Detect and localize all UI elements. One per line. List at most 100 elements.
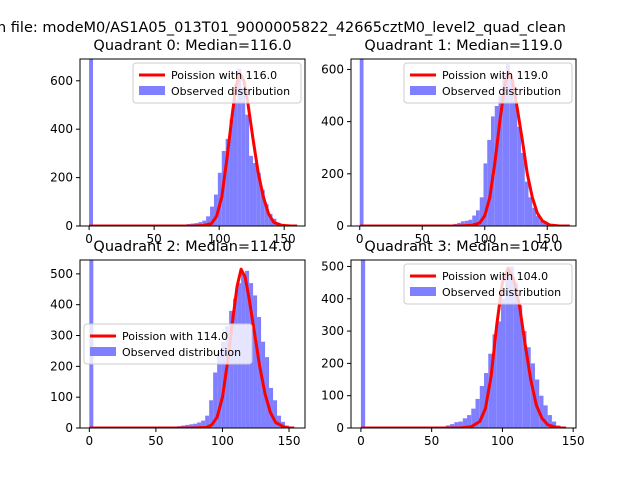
histogram-bar <box>225 326 230 428</box>
histogram-bar <box>483 163 488 226</box>
histogram-bar <box>269 387 274 428</box>
panel-title: Quadrant 1: Median=119.0 <box>364 38 562 54</box>
histogram-bar <box>551 421 557 428</box>
x-tick-label: 0 <box>356 232 364 246</box>
histogram-bar <box>264 204 269 226</box>
histogram-bar <box>359 59 364 226</box>
histogram-bar <box>475 398 480 428</box>
histogram-bar <box>513 100 518 226</box>
legend-label-poisson: Poission with 104.0 <box>442 270 548 283</box>
x-tick-label: 0 <box>357 434 365 448</box>
histogram-bar <box>253 295 258 428</box>
subplot-grid: Quadrant 0: Median=116.0 0 50 100 150 0 200 400… <box>50 38 585 448</box>
panel-title: Quadrant 3: Median=104.0 <box>364 239 562 255</box>
histogram-bar <box>536 215 540 226</box>
histogram-bar <box>202 220 207 226</box>
histogram-bar <box>241 88 246 226</box>
y-tick-label: 400 <box>50 122 73 136</box>
legend-frame <box>132 62 302 104</box>
histogram-bar <box>197 422 202 428</box>
poisson-line <box>89 267 295 428</box>
histogram-bar <box>461 221 465 226</box>
histogram-bar <box>252 163 257 226</box>
y-tick-label: 300 <box>50 329 73 343</box>
y-tick-label: 200 <box>321 167 344 181</box>
y-tick-label: 200 <box>321 356 344 370</box>
histogram-bar <box>517 126 521 226</box>
legend-frame <box>403 62 573 104</box>
histogram-bar <box>256 172 261 226</box>
legend-label-poisson: Poission with 114.0 <box>122 330 228 343</box>
x-tick-label: 100 <box>491 434 514 448</box>
legend: Poission with 114.0 Observed distribution <box>83 323 253 365</box>
histogram-bar <box>360 260 366 428</box>
histogram-bar <box>213 372 218 428</box>
subplot-quadrant-0: Quadrant 0: Median=116.0 0 50 100 150 0 200 400… <box>50 38 306 246</box>
legend-label-poisson: Poission with 116.0 <box>171 69 277 82</box>
histogram-bar <box>528 197 533 226</box>
y-tick-label: 0 <box>65 421 73 435</box>
legend-bar-swatch <box>410 86 436 95</box>
legend-bar-swatch <box>90 347 116 356</box>
histogram-bar <box>517 305 523 428</box>
histogram-bar <box>532 207 536 226</box>
histogram-bar <box>277 415 282 428</box>
histogram-bar <box>521 152 525 226</box>
histogram-bar <box>458 421 463 428</box>
histogram-bar <box>189 424 194 428</box>
y-tick-label: 600 <box>50 74 73 88</box>
y-tick-label: 100 <box>50 390 73 404</box>
histogram-bar <box>193 423 198 428</box>
x-tick-label: 50 <box>146 232 161 246</box>
histogram-bar <box>539 220 544 226</box>
histogram-bar <box>265 357 270 428</box>
histogram-bar <box>468 219 473 226</box>
x-tick-label: 100 <box>208 232 231 246</box>
histogram-bar <box>209 400 214 428</box>
subplot-quadrant-1: Quadrant 1: Median=119.0 0 50 100 150 0 200 400… <box>321 38 577 246</box>
legend-frame <box>403 263 573 305</box>
legend-label-observed: Observed distribution <box>122 346 241 359</box>
histogram-bar <box>89 59 94 226</box>
axes-frame <box>79 58 306 227</box>
histogram-bar <box>524 181 529 226</box>
x-tick-label: 0 <box>85 434 93 448</box>
histogram-bar <box>229 119 234 226</box>
y-tick-label: 400 <box>321 292 344 306</box>
y-tick-label: 100 <box>321 389 344 403</box>
histogram-bar <box>273 400 278 428</box>
histogram-bar <box>543 223 548 226</box>
legend-label-poisson: Poission with 119.0 <box>442 69 548 82</box>
histogram-bar <box>539 395 544 428</box>
legend: Poission with 104.0 Observed distribution <box>403 263 573 305</box>
legend-label-observed: Observed distribution <box>442 286 561 299</box>
axes-frame <box>350 58 577 227</box>
histogram-bar <box>509 266 514 428</box>
histogram-bar <box>206 216 211 226</box>
x-tick-label: 150 <box>536 232 559 246</box>
histogram-bar <box>205 415 210 428</box>
legend: Poission with 119.0 Observed distribution <box>403 62 573 104</box>
histogram-bar <box>472 215 476 226</box>
y-tick-label: 0 <box>65 219 73 233</box>
y-tick-label: 500 <box>321 259 344 273</box>
x-tick-label: 150 <box>273 232 296 246</box>
legend: Poission with 116.0 Observed distribution <box>132 62 302 104</box>
legend-label-observed: Observed distribution <box>171 85 290 98</box>
legend-bar-swatch <box>139 86 165 95</box>
histogram-bar <box>233 100 238 226</box>
y-tick-label: 0 <box>336 219 344 233</box>
histogram-bar <box>502 74 506 226</box>
histogram-bar <box>198 222 203 226</box>
histogram-bar <box>237 68 242 226</box>
histogram-bar <box>505 276 510 428</box>
histogram-bar <box>213 194 218 226</box>
y-tick-label: 200 <box>50 359 73 373</box>
histogram-bar <box>498 95 503 226</box>
y-tick-label: 200 <box>50 171 73 185</box>
histogram-bar <box>496 321 501 428</box>
histogram-bar <box>450 424 455 428</box>
x-tick-label: 100 <box>473 232 496 246</box>
x-tick-label: 150 <box>562 434 585 448</box>
histogram-bar <box>210 206 214 226</box>
